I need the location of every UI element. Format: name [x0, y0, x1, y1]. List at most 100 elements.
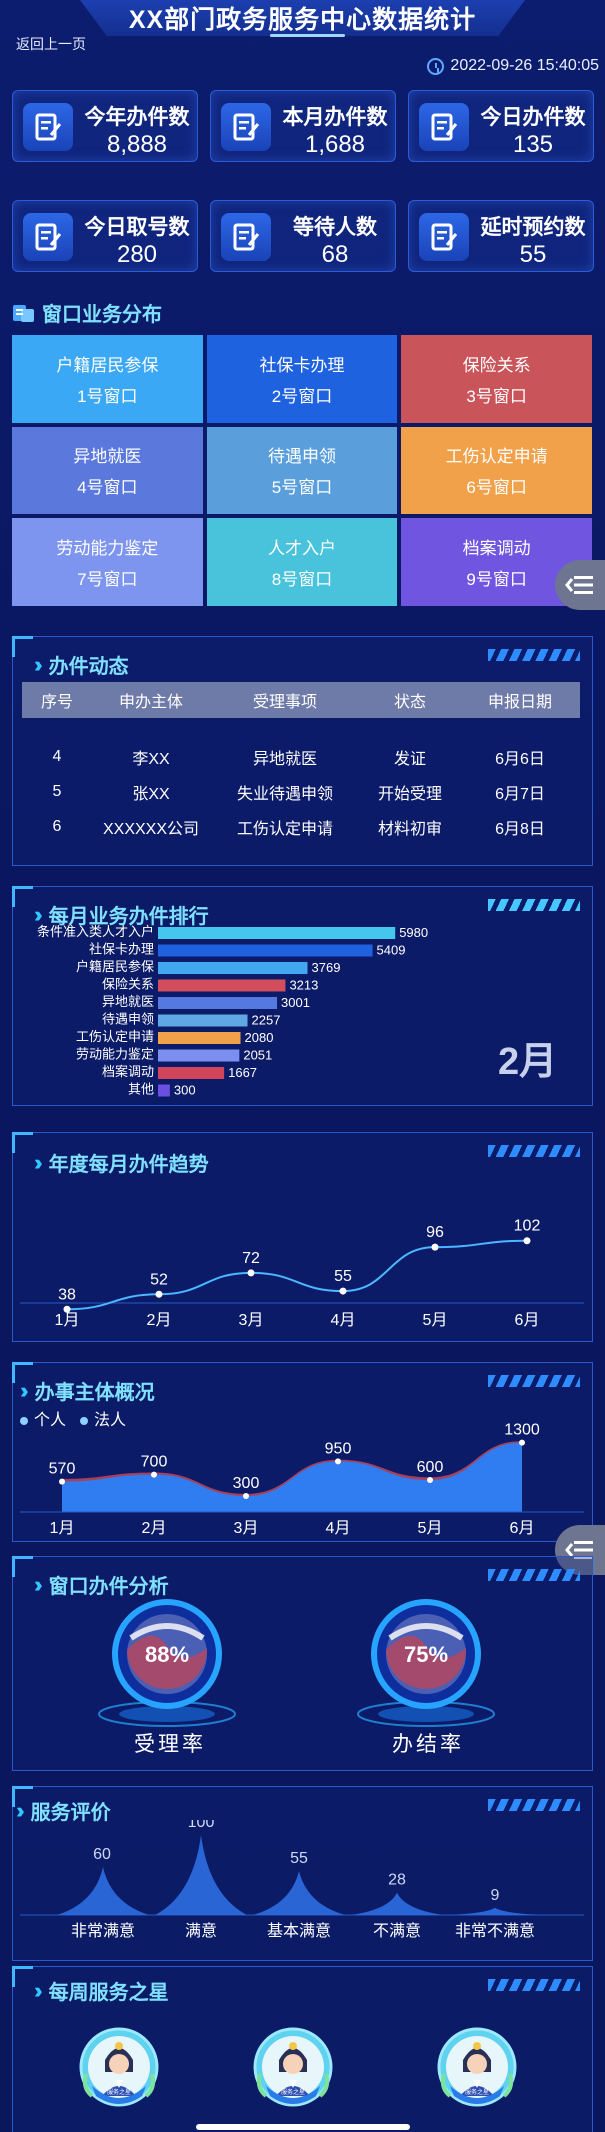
list-menu-icon [565, 1541, 593, 1559]
trend-point[interactable] [431, 1243, 439, 1251]
stat-label: 延时预约数 [480, 216, 586, 239]
window-cell[interactable]: 劳动能力鉴定 7号窗口 [12, 518, 203, 606]
window-cell[interactable]: 工伤认定申请 6号窗口 [401, 426, 592, 515]
table-header-cell: 序号 [40, 694, 73, 711]
menu-float-button[interactable] [555, 560, 605, 610]
bar[interactable] [158, 979, 286, 992]
page-title: XX部门政务服务中心数据统计 [80, 0, 525, 36]
window-cell[interactable]: 保险关系 3号窗口 [401, 335, 592, 423]
table-row[interactable]: 6 XXXXXX公司 工伤认定申请 材料初审 6月8日 [22, 812, 580, 842]
back-link[interactable]: 返回上一页 [16, 36, 86, 52]
bar[interactable] [158, 944, 373, 957]
area-point[interactable] [427, 1477, 433, 1483]
trend-value-label: 102 [514, 1218, 541, 1235]
area-series-personal [62, 1442, 522, 1512]
bar-category-label: 异地就医 [102, 994, 154, 1009]
area-point[interactable] [59, 1478, 65, 1485]
area-point[interactable] [335, 1458, 341, 1465]
bar[interactable] [158, 1014, 248, 1027]
gauge-wave [127, 1635, 208, 1690]
table-row[interactable]: 5 张XX 失业待遇申领 开始受理 6月7日 [22, 777, 580, 807]
trend-value-label: 96 [426, 1224, 444, 1241]
gauge-highlight [129, 1623, 205, 1641]
window-number: 1号窗口 [77, 386, 138, 406]
stat-card: 延时预约数 55 [408, 200, 594, 272]
table-cell: 发证 [393, 751, 426, 768]
panel-stripes [488, 1569, 580, 1581]
panel-stripes [488, 649, 580, 661]
legend-item-legal[interactable]: 法人 [80, 1406, 126, 1430]
table-cell: 6月6日 [495, 751, 545, 768]
menu-float-button-2[interactable] [555, 1525, 605, 1575]
legend-item-personal[interactable]: 个人 [20, 1406, 66, 1430]
trend-point[interactable] [339, 1287, 347, 1295]
trend-title-text: 年度每月办件趋势 [48, 1154, 209, 1176]
bar-category-label: 工伤认定申请 [76, 1029, 154, 1044]
window-cell[interactable]: 人才入户 8号窗口 [206, 518, 398, 606]
bar[interactable] [158, 962, 308, 974]
table-cell: 张XX [132, 786, 170, 803]
area-value-label: 570 [49, 1461, 76, 1478]
evaluation-peak[interactable] [449, 1907, 541, 1915]
bar-value-label: 2051 [243, 1048, 272, 1063]
trend-point[interactable] [63, 1305, 71, 1313]
evaluation-peak[interactable] [351, 1892, 443, 1915]
table-row[interactable]: 4 李XX 异地就医 发证 6月6日 [22, 742, 580, 772]
trend-point[interactable] [247, 1269, 255, 1277]
table-cell: 6月7日 [495, 786, 545, 803]
ranking-chart: 条件准入类人才入户 5980 社保卡办理 5409 户籍居民参保 3769 保险关系 3213… [37, 924, 428, 1098]
chevron-icon: ›› [34, 1149, 42, 1175]
bar[interactable] [158, 927, 396, 939]
ranking-panel [12, 886, 593, 1106]
window-cell[interactable]: 待遇申领 5号窗口 [206, 426, 398, 515]
stat-card: 今日取号数 280 [12, 200, 198, 272]
bar[interactable] [158, 1084, 170, 1097]
list-menu-icon [565, 576, 593, 594]
area-x-label: 4月 [326, 1520, 351, 1537]
window-dist-title-text: 窗口业务分布 [42, 304, 162, 326]
window-number: 9号窗口 [466, 570, 527, 590]
evaluation-peak[interactable] [155, 1835, 247, 1915]
evaluation-value-label: 28 [388, 1872, 406, 1889]
gauge-base-glow [119, 1706, 215, 1722]
service-star-avatar[interactable]: 服务之星 [78, 2026, 160, 2108]
bar-value-label: 2080 [245, 1030, 274, 1045]
trend-point[interactable] [155, 1290, 163, 1298]
area-x-label: 3月 [234, 1520, 259, 1537]
evaluation-x-label: 不满意 [373, 1921, 421, 1940]
service-star-avatar[interactable]: 服务之星 [252, 2026, 334, 2108]
bar-value-label: 3001 [281, 995, 310, 1010]
trend-point[interactable] [523, 1237, 531, 1245]
avatar-caption: 服务之星 [280, 2090, 305, 2096]
area-value-label: 1300 [504, 1422, 540, 1439]
window-cell[interactable]: 异地就医 4号窗口 [12, 426, 203, 515]
window-number: 2号窗口 [271, 386, 333, 406]
table-header-cell: 申报日期 [487, 694, 552, 711]
window-business-name: 社保卡办理 [259, 355, 345, 375]
window-business-name: 人才入户 [267, 539, 336, 559]
area-value-label: 300 [233, 1475, 260, 1492]
bar[interactable] [158, 997, 278, 1009]
stat-card: 今年办件数 8,888 [12, 90, 198, 162]
bar[interactable] [158, 1067, 225, 1079]
bar[interactable] [158, 1032, 241, 1044]
evaluation-peak[interactable] [253, 1871, 345, 1915]
area-point[interactable] [151, 1471, 157, 1478]
table-cell: 6 [52, 818, 62, 835]
area-point[interactable] [243, 1493, 249, 1499]
window-cell[interactable]: 社保卡办理 2号窗口 [206, 335, 398, 423]
service-star-avatar[interactable]: 服务之星 [436, 2026, 518, 2108]
table-cell: 4 [52, 748, 62, 765]
trend-value-label: 52 [150, 1271, 168, 1288]
area-point[interactable] [519, 1439, 525, 1446]
evaluation-peak[interactable] [57, 1867, 149, 1915]
bar-category-label: 劳动能力鉴定 [76, 1047, 154, 1062]
window-cell[interactable]: 户籍居民参保 1号窗口 [12, 335, 203, 423]
gauge-value: 88% [145, 1642, 189, 1667]
clock-icon [427, 57, 445, 75]
window-number: 7号窗口 [77, 570, 138, 590]
bar-category-label: 户籍居民参保 [76, 959, 154, 974]
stat-value: 68 [321, 241, 349, 268]
trend-x-label: 6月 [515, 1312, 540, 1329]
bar[interactable] [158, 1049, 240, 1062]
